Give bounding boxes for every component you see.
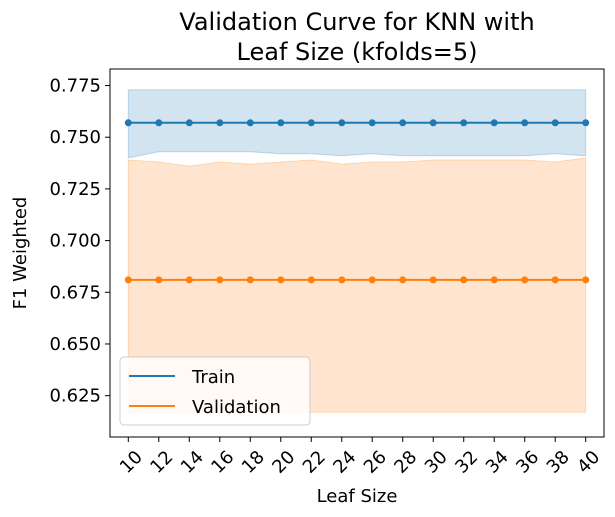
train-point [155,119,163,127]
train-point [460,119,468,127]
legend-train-label: Train [191,367,235,388]
validation-point [490,276,498,284]
y-tick-label: 0.675 [49,282,101,303]
train-point [521,119,529,127]
x-tick-label: 12 [146,447,177,478]
y-tick-label: 0.700 [49,231,101,252]
train-point [216,119,224,127]
plot-frame [109,68,605,438]
validation-point [460,276,468,284]
train-point [124,119,132,127]
x-tick-label: 18 [238,447,269,478]
y-tick-label: 0.750 [49,127,101,148]
x-axis-label: Leaf Size [317,486,398,507]
chart-title-line-2: Leaf Size (kfolds=5) [237,38,478,66]
train-point [307,119,315,127]
x-tick-label: 36 [512,447,543,478]
x-tick-label: 26 [360,447,391,478]
y-tick-label: 0.625 [49,386,101,407]
y-axis-label: F1 Weighted [10,197,31,310]
validation-point [429,276,437,284]
validation-point [368,276,376,284]
x-tick-label: 32 [451,447,482,478]
train-point [551,119,559,127]
train-point [246,119,254,127]
x-tick-label: 28 [390,447,421,478]
x-tick-label: 10 [116,447,147,478]
validation-point [582,276,590,284]
y-axis-ticks: 0.625 0.650 0.675 0.700 0.725 0.750 0.775 [49,76,110,407]
validation-point [155,276,163,284]
validation-point [307,276,315,284]
x-tick-label: 16 [207,447,238,478]
x-tick-label: 30 [421,447,452,478]
validation-point [185,276,193,284]
x-tick-label: 40 [573,447,604,478]
validation-point [338,276,346,284]
validation-point [399,276,407,284]
validation-point [246,276,254,284]
train-point [338,119,346,127]
y-tick-label: 0.775 [49,76,101,97]
x-tick-label: 38 [543,447,574,478]
validation-point [216,276,224,284]
x-tick-label: 34 [482,447,513,478]
x-tick-label: 20 [268,447,299,478]
train-point [368,119,376,127]
train-point [277,119,285,127]
y-tick-label: 0.650 [49,334,101,355]
x-tick-label: 22 [299,447,330,478]
series-points [124,119,590,284]
train-point [582,119,590,127]
validation-point [277,276,285,284]
train-point [490,119,498,127]
validation-point [124,276,132,284]
validation-point [551,276,559,284]
chart-title-line-1: Validation Curve for KNN with [179,8,534,36]
train-point [429,119,437,127]
legend: Train Validation [119,356,311,426]
x-tick-label: 14 [177,447,208,478]
train-point [185,119,193,127]
validation-point [521,276,529,284]
y-tick-label: 0.725 [49,179,101,200]
legend-validation-label: Validation [192,397,281,418]
legend-box [119,356,311,426]
series-lines [128,121,586,281]
x-tick-label: 24 [329,447,360,478]
train-point [399,119,407,127]
x-axis-ticks: 10 12 14 16 18 20 22 24 26 28 30 32 34 36 38 40 [116,437,604,478]
